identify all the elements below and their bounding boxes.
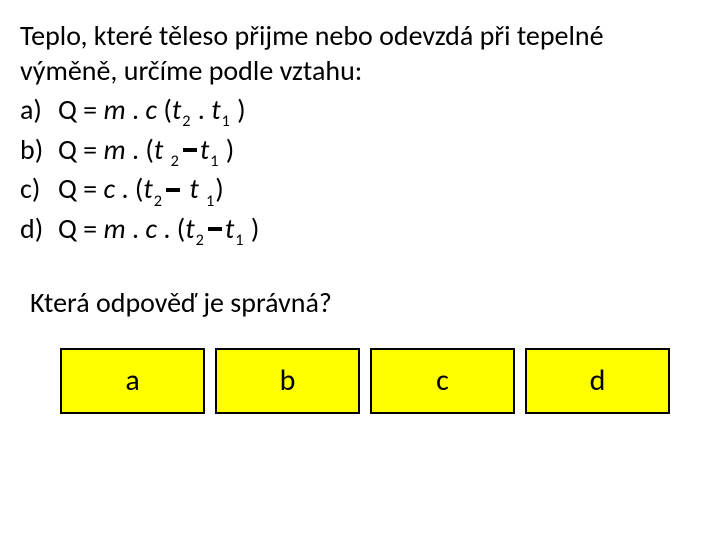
- prompt-text: Která odpověď je správná?: [30, 285, 700, 320]
- minus-icon: [208, 227, 222, 231]
- option-a-formula: Q = m . c (t2 . t1 ): [58, 92, 246, 132]
- question-text: Teplo, které těleso přijme nebo odevzdá …: [20, 18, 700, 88]
- option-b: b) Q = m . (t 2t1 ): [20, 132, 700, 172]
- answer-button-b[interactable]: b: [215, 348, 360, 414]
- minus-icon: [166, 188, 180, 192]
- option-a: a) Q = m . c (t2 . t1 ): [20, 92, 700, 132]
- option-c-formula: Q = c . (t2 t 1): [58, 171, 224, 211]
- option-c: c) Q = c . (t2 t 1): [20, 171, 700, 211]
- answer-button-d[interactable]: d: [525, 348, 670, 414]
- option-b-formula: Q = m . (t 2t1 ): [58, 132, 234, 172]
- option-b-label: b): [20, 132, 58, 168]
- option-d-formula: Q = m . c . (t2t1 ): [58, 211, 259, 251]
- option-d-label: d): [20, 211, 58, 247]
- options-list: a) Q = m . c (t2 . t1 ) b) Q = m . (t 2t…: [20, 92, 700, 251]
- option-d: d) Q = m . c . (t2t1 ): [20, 211, 700, 251]
- answer-button-a[interactable]: a: [60, 348, 205, 414]
- answer-buttons: a b c d: [20, 348, 700, 414]
- answer-button-c[interactable]: c: [370, 348, 515, 414]
- option-c-label: c): [20, 171, 58, 207]
- minus-icon: [183, 148, 197, 152]
- option-a-label: a): [20, 92, 58, 128]
